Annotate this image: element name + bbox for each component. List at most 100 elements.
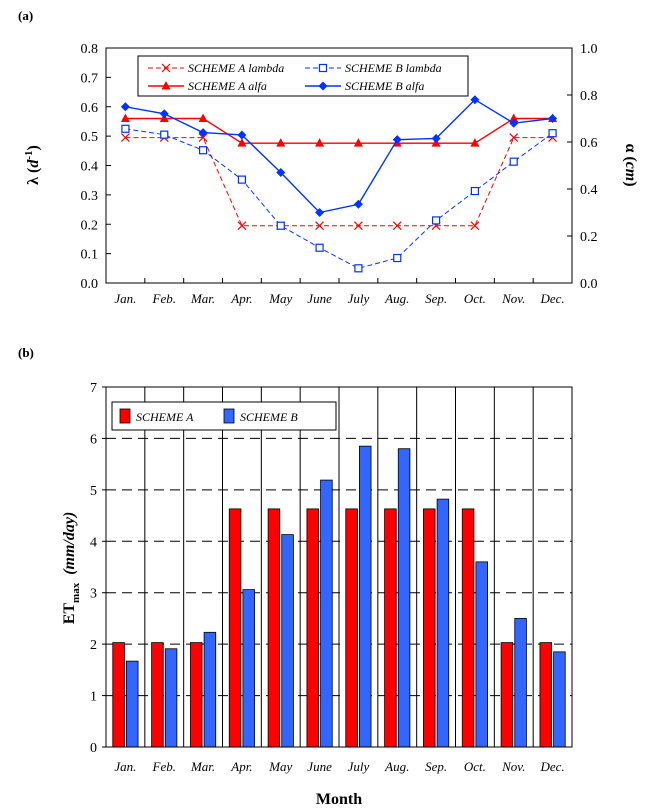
- panel-b-bar-1: [203, 631, 217, 748]
- panel-a-left-axis-title: λ (d-1): [23, 145, 42, 185]
- panel-b-x-tick-label: Nov.: [501, 759, 525, 774]
- panel-a-point-0-stroke: [470, 221, 480, 231]
- panel-a-point-0: [237, 221, 247, 231]
- panel-a-point-3: [276, 168, 286, 178]
- panel-b-x-tick-label: Jan.: [114, 759, 136, 774]
- panel-a-point-0-stroke: [315, 221, 325, 231]
- panel-a-x-tick-label: July: [348, 291, 370, 306]
- panel-a-point-1: [198, 146, 208, 155]
- panel-a-point-0: [315, 221, 325, 231]
- panel-a-point-2: [198, 113, 208, 122]
- panel-b-x-tick-label: Apr.: [230, 759, 252, 774]
- panel-a-point-3: [509, 118, 519, 128]
- panel-b-y-tick-label: 7: [90, 381, 97, 396]
- panel-a-series-line-1: [125, 128, 553, 269]
- panel-a-point-0: [509, 133, 519, 143]
- panel-a-legend-label-2: SCHEME A alfa: [188, 79, 267, 93]
- panel-b-x-tick-label: July: [348, 759, 370, 774]
- panel-a-legend: SCHEME A lambda SCHEME B lambda SCHEME A a…: [137, 55, 469, 97]
- panel-a-point-3: [548, 114, 558, 123]
- panel-a-point-3: [315, 208, 325, 217]
- panel-b-bar-1: [514, 618, 527, 748]
- panel-a-x-tick-label: Dec.: [539, 291, 564, 306]
- panel-a-x-tick-label: Feb.: [152, 291, 176, 306]
- panel-b-plot-frame: [105, 386, 573, 748]
- panel-b-legend-label-1: SCHEME B: [240, 410, 298, 424]
- panel-a-point-0: [470, 221, 480, 231]
- panel-a-x-tick-label: Sep.: [425, 291, 447, 306]
- panel-a-left-tick-label: 0.7: [81, 71, 99, 86]
- panel-b-bar-1: [436, 498, 450, 748]
- panel-a-point-0-stroke: [509, 133, 519, 143]
- panel-b-x-tick-label: Dec.: [539, 759, 564, 774]
- panel-a-legend-label-0: SCHEME A lambda: [188, 61, 284, 75]
- panel-b-bar-0: [228, 508, 242, 748]
- panel-a-point-3: [353, 199, 363, 209]
- panel-b-x-axis-title: Month: [316, 791, 362, 808]
- panel-a-left-tick-label: 0.3: [81, 189, 99, 204]
- panel-a-legend-marker-1: [318, 63, 328, 73]
- panel-b-bar-0: [306, 508, 319, 748]
- panel-a-point-1: [276, 221, 285, 230]
- panel-a-point-0: [120, 133, 130, 143]
- panel-b-bar-0: [345, 508, 358, 748]
- panel-b-bar-1: [126, 660, 139, 748]
- panel-b-label: (b): [18, 345, 34, 360]
- panel-b-bar-1: [553, 651, 566, 748]
- panel-b-bar-1: [320, 479, 333, 748]
- panel-a-point-3: [392, 135, 402, 145]
- panel-b-bar-0: [151, 642, 164, 748]
- panel-b-bar-1: [164, 648, 178, 748]
- panel-b-x-tick-label: Aug.: [384, 759, 409, 774]
- panel-a-x-tick-label: Nov.: [501, 291, 525, 306]
- panel-b-bar-1: [475, 561, 488, 748]
- panel-a-point-1: [548, 129, 557, 138]
- svg-text:λ (d-1): λ (d-1): [23, 145, 42, 185]
- panel-b-y-tick-label: 2: [90, 638, 97, 653]
- panel-a-point-3: [237, 130, 247, 140]
- panel-a-point-0: [392, 221, 402, 231]
- panel-a-point-2: [470, 138, 480, 147]
- panel-a-series-line-2: [125, 117, 553, 144]
- panel-b-bar-0: [539, 642, 552, 748]
- svg-text:ETmax(mm/day): ETmax(mm/day): [61, 512, 82, 625]
- panel-a-legend-marker-3: [318, 81, 328, 91]
- panel-b-legend-label-0: SCHEME A: [136, 410, 194, 424]
- panel-a-legend-marker-0: [161, 63, 171, 73]
- panel-b-bar-chart: (b) 0 1 2 3 4 5 6 7 Jan. Feb. Mar. Apr. May June July A…: [18, 345, 573, 808]
- panel-a-line-chart: (a) λ (d-1) α (cm) 0.0 0.1 0.2 0.3 0.4 0.5 0.6…: [18, 8, 639, 306]
- panel-a-right-tick-label: 0.2: [580, 230, 598, 245]
- panel-a-x-tick-label: Apr.: [230, 291, 252, 306]
- panel-a-x-tick-label: Mar.: [190, 291, 215, 306]
- panel-a-x-tick-label: May: [268, 291, 292, 306]
- panel-a-point-0-stroke: [237, 221, 247, 231]
- panel-a-left-tick-label: 0.8: [81, 42, 99, 57]
- panel-a-right-tick-label: 0.0: [580, 277, 598, 292]
- panel-a-point-2: [353, 138, 363, 147]
- panel-a-point-0-stroke: [198, 133, 208, 143]
- panel-a-point-1: [431, 216, 441, 225]
- panel-b-grid: [106, 387, 572, 747]
- panel-a-point-2: [315, 138, 325, 147]
- panel-b-y-tick-label: 0: [90, 741, 97, 756]
- panel-a-legend-label-1: SCHEME B lambda: [345, 61, 442, 75]
- panel-a-x-tick-label: Oct.: [464, 291, 486, 306]
- panel-a-x-tick-label: June: [307, 291, 332, 306]
- panel-a-left-tick-label: 0.5: [81, 130, 99, 145]
- panel-a-plot-frame: [105, 47, 573, 284]
- panel-a-point-2: [120, 113, 130, 122]
- panel-b-y-tick-label: 4: [90, 535, 97, 550]
- panel-a-legend-marker-0-stroke: [161, 63, 171, 73]
- panel-a-point-3: [159, 109, 169, 119]
- panel-a-right-axis-title: α (cm): [622, 143, 639, 186]
- panel-a-point-1: [393, 253, 402, 263]
- panel-a-point-1: [509, 157, 518, 166]
- panel-b-x-tick-label: Sep.: [425, 759, 447, 774]
- panel-a-point-0-stroke: [392, 221, 402, 231]
- panel-a-point-3: [198, 128, 208, 138]
- panel-b-y-axis-title: ETmax(mm/day): [61, 512, 82, 625]
- panel-a-right-tick-label: 0.6: [580, 136, 598, 151]
- panel-b-bar-1: [281, 534, 294, 748]
- panel-a-left-tick-label: 0.1: [81, 248, 99, 263]
- panel-a-label: (a): [18, 8, 33, 23]
